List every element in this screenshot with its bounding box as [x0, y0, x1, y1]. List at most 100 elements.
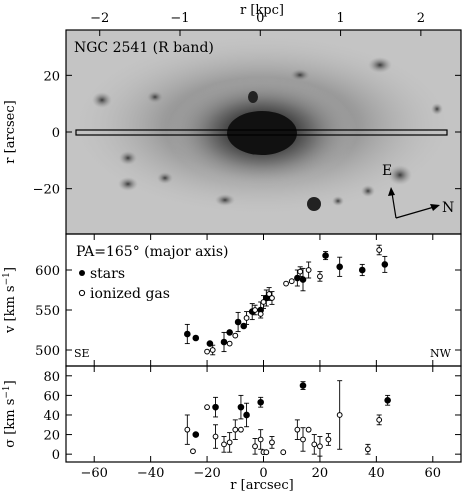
velocity-panel: 500 550 600 PA=165° (major axis) stars ion… — [2, 233, 462, 367]
image-ytick-label: 20 — [43, 69, 60, 84]
gas-point — [280, 449, 287, 456]
gas-point — [204, 404, 210, 411]
image-ytick-label: 0 — [52, 126, 60, 141]
star-point — [299, 382, 307, 389]
legend-gas-label: ionized gas — [90, 286, 170, 302]
gas-point — [376, 416, 383, 423]
gas-point — [243, 315, 250, 321]
dispersion-frame — [65, 365, 462, 463]
gas-point — [376, 247, 383, 253]
star-point — [257, 398, 264, 406]
star-point — [220, 338, 228, 346]
gas-point — [317, 443, 323, 450]
gas-point — [238, 426, 244, 433]
xtick-label: −20 — [193, 466, 220, 481]
top-xtick-label: −2 — [90, 11, 109, 26]
north-arrow-icon — [430, 204, 440, 211]
ytick-label: 550 — [35, 304, 60, 319]
gas-point — [263, 449, 270, 456]
star-point — [322, 252, 329, 259]
velocity-marks — [184, 244, 389, 356]
galaxy-image-axes: −2 −1 0 1 2 20 0 −20 — [33, 11, 461, 198]
star-point — [234, 318, 242, 326]
compass: E N — [382, 163, 454, 219]
legend-stars-label: stars — [90, 266, 125, 282]
galaxy-image-panel: −2 −1 0 1 2 20 0 −20 NGC 2541 (R band) E N r [k… — [3, 3, 462, 235]
top-xtick-label: 0 — [256, 11, 264, 26]
bottom-axis-title: r [arcsec] — [230, 478, 293, 493]
compass-east-label: E — [382, 163, 392, 179]
star-point — [237, 403, 245, 411]
top-xtick-label: −1 — [170, 11, 189, 26]
xtick-label: 60 — [425, 466, 442, 481]
xtick-label: 40 — [368, 466, 385, 481]
gas-point — [336, 412, 343, 418]
gas-point — [297, 268, 304, 275]
gas-point — [317, 273, 323, 280]
legend-gas-marker — [78, 289, 86, 297]
gas-point — [288, 278, 295, 285]
ytick-label: 80 — [43, 370, 60, 385]
top-axis-title: r [kpc] — [240, 3, 284, 18]
galaxy-label: NGC 2541 (R band) — [74, 40, 214, 56]
gas-point — [204, 348, 210, 355]
legend-stars-marker — [79, 270, 85, 276]
gas-point — [283, 280, 289, 287]
galaxy-image — [66, 30, 461, 234]
star-point — [226, 329, 233, 336]
dispersion-panel: −60 −40 −20 0 20 40 60 0 20 40 60 80 σ [km s−1] r [… — [2, 365, 462, 493]
ytick-label: 20 — [43, 429, 60, 444]
gas-point — [257, 311, 264, 317]
gas-point — [212, 433, 219, 440]
gas-point — [209, 347, 216, 353]
gas-point — [269, 439, 275, 446]
gas-point — [226, 340, 233, 347]
star-point — [384, 396, 391, 404]
legend: stars ionized gas — [78, 266, 170, 302]
star-point — [184, 330, 191, 338]
gas-point — [364, 446, 371, 453]
velocity-annotation: PA=165° (major axis) — [76, 244, 229, 260]
gas-point — [226, 439, 233, 446]
gas-point — [232, 332, 239, 339]
ytick-label: 0 — [52, 448, 60, 463]
xtick-label: −60 — [80, 466, 107, 481]
gas-point — [252, 443, 258, 450]
corner-se-label: SE — [74, 347, 90, 360]
velocity-axes: 500 550 600 — [35, 234, 461, 366]
gas-point — [190, 448, 196, 455]
star-point — [192, 431, 200, 438]
star-point — [336, 263, 343, 271]
gas-point — [311, 441, 318, 448]
gas-point — [260, 299, 267, 305]
ytick-label: 60 — [43, 389, 60, 404]
gas-point — [184, 426, 191, 433]
star-point — [243, 411, 250, 419]
image-yaxis-title: r [arcsec] — [3, 100, 18, 163]
image-ytick-label: −20 — [33, 183, 60, 198]
gas-point — [221, 441, 227, 448]
xtick-label: 20 — [312, 466, 329, 481]
compass-north-label: N — [442, 200, 454, 216]
xtick-label: −40 — [137, 466, 164, 481]
star-point — [212, 403, 219, 411]
dispersion-axes: −60 −40 −20 0 20 40 60 0 20 40 60 80 — [43, 366, 461, 481]
ytick-label: 500 — [35, 344, 60, 359]
gas-point — [294, 426, 301, 433]
corner-nw-label: NW — [430, 347, 452, 360]
star-point — [358, 266, 366, 274]
gas-point — [305, 267, 312, 273]
xtick-label: 0 — [259, 466, 267, 481]
dispersion-yaxis-title: σ [km s−1] — [2, 380, 18, 447]
top-xtick-label: 2 — [417, 11, 425, 26]
ytick-label: 40 — [43, 409, 60, 424]
gas-point — [325, 436, 332, 443]
gas-point — [269, 295, 275, 301]
star-point — [381, 261, 389, 268]
dispersion-marks — [184, 380, 391, 457]
top-xtick-label: 1 — [336, 11, 344, 26]
gas-point — [300, 436, 306, 443]
velocity-yaxis-title: v [km s−1] — [2, 267, 18, 334]
gas-point — [305, 426, 312, 433]
